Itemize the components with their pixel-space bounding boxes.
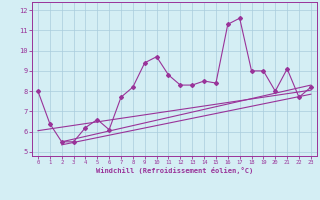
X-axis label: Windchill (Refroidissement éolien,°C): Windchill (Refroidissement éolien,°C): [96, 167, 253, 174]
